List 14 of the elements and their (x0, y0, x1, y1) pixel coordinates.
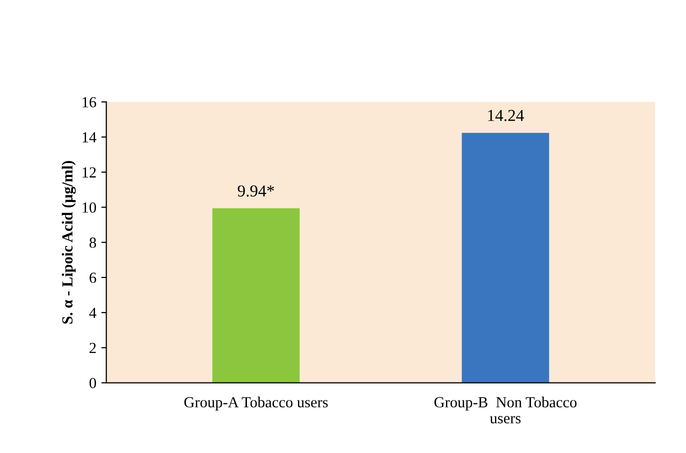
data-label: 14.24 (488, 110, 524, 122)
y-tick-label: 2 (90, 342, 96, 353)
y-tick-label: 8 (90, 237, 96, 248)
y-tick-label: 10 (82, 202, 96, 213)
data-label: 9.94* (238, 185, 274, 197)
y-tick-label: 6 (90, 272, 96, 283)
y-tick-label: 14 (82, 132, 96, 142)
x-tick-label: Group-B Non Tobacco users (434, 396, 577, 424)
y-tick-label: 16 (82, 97, 96, 108)
y-tick-label: 4 (89, 308, 96, 318)
y-tick-label: 0 (90, 378, 96, 388)
x-tick-label: Group-A Tobacco users (184, 396, 328, 411)
y-tick-label: 12 (82, 167, 96, 178)
y-axis-title: S. α - Lipoic Acid (µg/ml) (62, 160, 76, 324)
